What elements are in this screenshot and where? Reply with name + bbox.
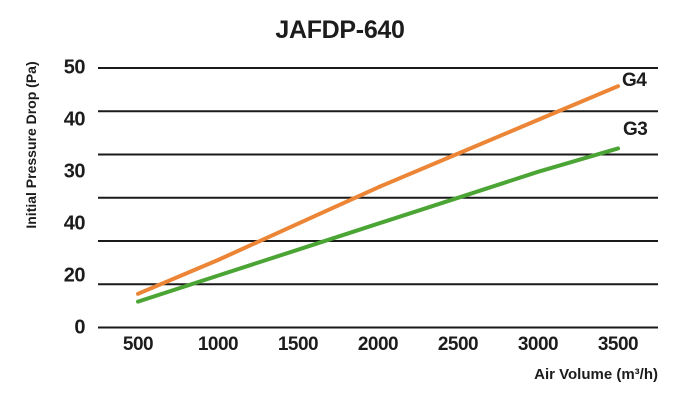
x-tick-label: 2000 bbox=[357, 334, 399, 355]
y-tick-label: 40 bbox=[63, 108, 86, 131]
series-label-g4: G4 bbox=[622, 70, 647, 91]
x-axis-title: Air Volume (m³/h) bbox=[534, 366, 658, 383]
y-tick-label: 40 bbox=[63, 212, 86, 235]
x-tick-label: 3500 bbox=[597, 334, 639, 355]
y-tick-label: 50 bbox=[63, 56, 86, 79]
series-line-g4 bbox=[136, 84, 620, 296]
x-tick-label: 3000 bbox=[517, 334, 559, 355]
series-label-g3: G3 bbox=[623, 119, 648, 140]
series-line-g3 bbox=[136, 146, 620, 304]
x-tick-label: 1000 bbox=[197, 334, 239, 355]
y-tick-label: 0 bbox=[74, 316, 85, 338]
y-tick-label: 30 bbox=[63, 160, 86, 183]
x-tick-label: 500 bbox=[122, 334, 154, 355]
chart-title: JAFDP-640 bbox=[275, 16, 405, 44]
y-tick-label: 20 bbox=[63, 264, 86, 287]
x-tick-label: 2500 bbox=[437, 334, 479, 355]
x-tick-label: 1500 bbox=[277, 334, 319, 355]
